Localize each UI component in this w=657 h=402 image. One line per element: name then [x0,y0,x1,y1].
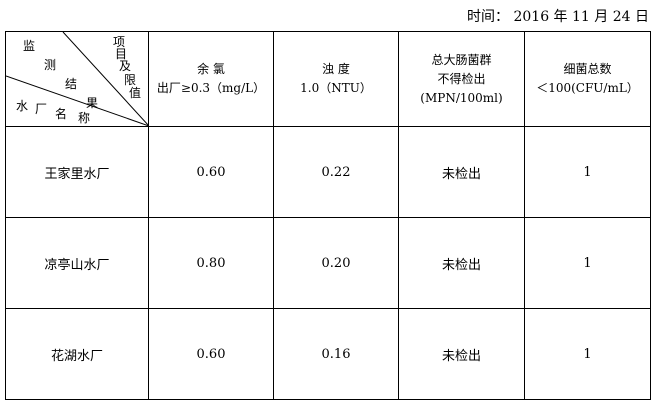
header-line: 浊 度 [322,62,350,76]
corner-label: 目 [115,47,128,61]
turbidity-value: 0.22 [273,126,399,218]
coliform-value: 未检出 [398,308,525,400]
chlorine-value: 0.80 [148,217,274,309]
header-line: ＜100(CFU/mL） [536,81,639,95]
turbidity-value: 0.20 [273,217,399,309]
header-line: 不得检出 [437,71,486,86]
coliform-value: 未检出 [398,126,525,218]
plant-name: 凉亭山水厂 [5,217,149,309]
corner-label: 监 [23,39,36,53]
header-chlorine: 余 氯出厂≥0.3（mg/L） [148,31,274,127]
corner-label: 值 [129,86,142,100]
corner-label: 测 [44,58,57,72]
corner-label: 结 [65,77,78,91]
header-bacteria: 细菌总数 ＜100(CFU/mL） [524,31,651,127]
diagonal-header-cell: 项 目 及 限 值 监 测 结 果 水 厂 名 称 [5,31,149,127]
header-line: 1.0（NTU） [300,81,372,95]
corner-label: 果 [86,96,99,110]
date-line: 时间： 2016 年 11 月 24 日 [467,9,649,25]
table-row: 凉亭山水厂 0.80 0.20 未检出 1 [5,217,651,309]
bacteria-value: 1 [524,308,651,400]
chlorine-value: 0.60 [148,308,274,400]
table-row: 王家里水厂 0.60 0.22 未检出 1 [5,126,651,218]
turbidity-value: 0.16 [273,308,399,400]
header-line: 余 氯 [197,62,225,76]
chlorine-value: 0.60 [148,126,274,218]
header-row: 项 目 及 限 值 监 测 结 果 水 厂 名 称 余 氯出厂≥0.3（mg/L… [5,31,651,127]
header-coliform: 总大肠菌群不得检出 (MPN/100ml) [398,31,525,127]
coliform-value: 未检出 [398,217,525,309]
corner-label: 水 [16,99,29,113]
header-turbidity: 浊 度 1.0（NTU） [273,31,399,127]
header-line: (MPN/100ml) [420,90,503,105]
water-quality-table: 项 目 及 限 值 监 测 结 果 水 厂 名 称 余 氯出厂≥0.3（mg/L… [5,31,651,400]
corner-label: 称 [78,111,91,125]
bacteria-value: 1 [524,217,651,309]
corner-label: 厂 [35,102,48,116]
plant-name: 花湖水厂 [5,308,149,400]
corner-label: 限 [124,73,137,87]
corner-label: 及 [119,59,132,73]
header-line: 总大肠菌群 [431,52,492,67]
corner-label: 项 [113,35,126,49]
header-line: 细菌总数 [563,62,612,76]
diagonal-lines [6,32,149,126]
header-line: 出厂≥0.3（mg/L） [156,81,266,95]
corner-label: 名 [55,107,68,121]
table-row: 花湖水厂 0.60 0.16 未检出 1 [5,308,651,400]
plant-name: 王家里水厂 [5,126,149,218]
bacteria-value: 1 [524,126,651,218]
